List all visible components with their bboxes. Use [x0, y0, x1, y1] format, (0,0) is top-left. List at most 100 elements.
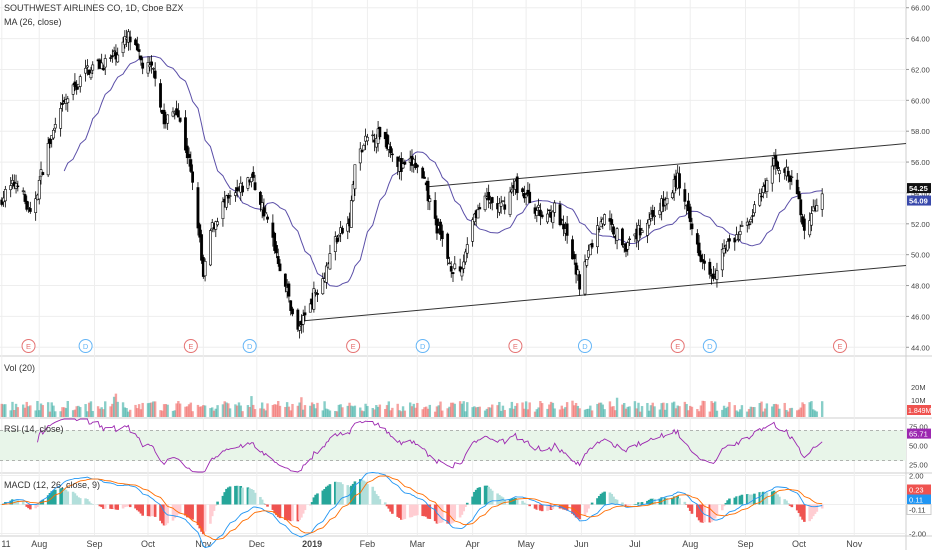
volume-bar — [373, 409, 376, 417]
volume-bar — [724, 408, 728, 417]
volume-bar — [25, 401, 28, 417]
volume-bar — [214, 408, 217, 417]
volume-bar — [785, 409, 788, 417]
candle-body — [761, 186, 765, 193]
candle-body — [439, 221, 442, 235]
candle-body — [464, 251, 467, 263]
candle-body — [48, 138, 52, 145]
candle-body — [378, 126, 382, 138]
volume-bar — [287, 406, 291, 417]
macd-histogram-bar — [724, 502, 728, 505]
macd-histogram-bar — [9, 500, 13, 505]
macd-histogram-bar — [601, 492, 605, 505]
volume-bar — [4, 404, 7, 417]
macd-histogram-bar — [387, 504, 391, 509]
candle-body — [690, 223, 694, 230]
volume-bar — [398, 410, 401, 417]
volume-bar — [27, 406, 30, 417]
volume-tick-label: 10M — [911, 396, 926, 405]
candle-body — [765, 180, 769, 192]
macd-histogram-bar — [540, 504, 544, 512]
volume-bar — [209, 408, 212, 417]
macd-histogram-bar — [416, 504, 419, 516]
candle-body — [401, 163, 405, 169]
rsi-value-label: 65.71 — [909, 430, 928, 439]
volume-bar — [790, 407, 794, 417]
x-tick-label: 11 — [1, 539, 10, 549]
macd-histogram-bar — [483, 485, 487, 505]
candle-body — [740, 225, 744, 227]
volume-bar — [762, 411, 765, 417]
macd-histogram-bar — [647, 499, 651, 505]
macd-histogram-bar — [61, 487, 64, 505]
volume-bar — [389, 410, 392, 417]
volume-bar — [753, 407, 756, 417]
macd-histogram-bar — [626, 504, 630, 507]
candle-body — [333, 236, 337, 252]
volume-bar — [746, 411, 749, 417]
candle-body — [258, 191, 262, 205]
volume-bar — [425, 406, 428, 417]
volume-bar — [660, 403, 663, 417]
volume-bar — [298, 402, 301, 417]
volume-bar — [521, 402, 524, 417]
macd-histogram-bar — [448, 504, 451, 524]
x-tick-label: Feb — [360, 539, 376, 549]
macd-histogram-bar — [73, 493, 77, 505]
volume-bar — [421, 409, 424, 417]
candle-body — [200, 234, 203, 261]
candle-body — [234, 192, 237, 196]
volume-bar — [672, 401, 676, 417]
volume-bar — [303, 405, 307, 417]
macd-histogram-bar — [16, 500, 20, 505]
dividend-marker — [702, 339, 717, 353]
volume-bar — [186, 406, 189, 417]
candle-body — [228, 195, 232, 197]
volume-bar — [526, 409, 530, 417]
macd-histogram-bar — [646, 500, 649, 505]
macd-histogram-bar — [383, 502, 387, 505]
candle-body — [221, 201, 225, 220]
macd-histogram-bar — [745, 494, 749, 505]
volume-bar — [646, 402, 649, 417]
candle-body — [78, 76, 82, 87]
candle-body — [788, 175, 792, 182]
volume-bar — [75, 406, 78, 417]
volume-bar — [171, 410, 175, 417]
volume-bar — [262, 408, 266, 417]
macd-histogram-bar — [546, 504, 549, 511]
candle-body — [574, 262, 578, 275]
volume-bar — [52, 405, 55, 417]
macd-histogram-bar — [316, 493, 319, 505]
macd-histogram-bar — [66, 491, 70, 505]
macd-histogram-bar — [36, 504, 39, 507]
macd-histogram-bar — [424, 504, 428, 517]
volume-bar — [758, 403, 761, 417]
macd-histogram-bar — [378, 499, 382, 505]
candle-body — [91, 64, 95, 71]
volume-bar — [451, 402, 455, 417]
macd-histogram-bar — [721, 504, 724, 511]
macd-histogram-bar — [150, 504, 153, 517]
candle-body — [403, 161, 407, 165]
macd-value-label: -0.11 — [909, 506, 926, 515]
volume-bar — [799, 407, 802, 417]
macd-histogram-bar — [310, 502, 314, 505]
macd-histogram-bar — [376, 495, 380, 505]
candle-body — [653, 215, 656, 218]
candle-body — [433, 200, 437, 219]
volume-bar — [621, 404, 624, 417]
macd-histogram-bar — [524, 503, 528, 505]
candle-body — [262, 207, 266, 217]
macd-histogram-bar — [173, 504, 177, 519]
candle-body — [25, 200, 29, 210]
macd-histogram-bar — [214, 504, 218, 506]
volume-bar — [162, 404, 166, 417]
volume-bar — [740, 405, 744, 417]
candle-body — [670, 192, 674, 199]
volume-bar — [510, 401, 514, 417]
price-tick-label: 62.00 — [911, 65, 930, 74]
candle-body — [451, 272, 455, 275]
